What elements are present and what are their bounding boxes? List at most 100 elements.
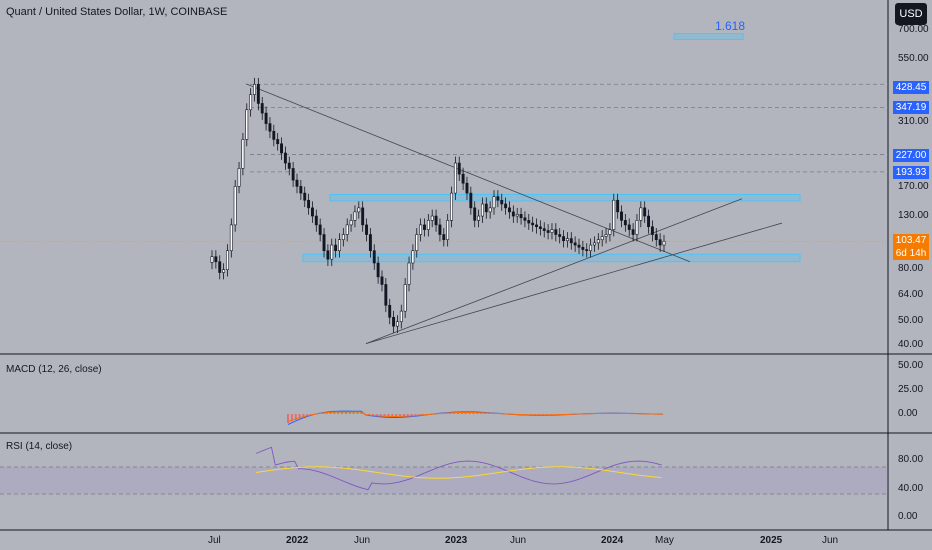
macd-histogram-bar	[468, 412, 471, 414]
time-tick-label: Jun	[354, 535, 371, 546]
time-tick-label: 2022	[286, 535, 309, 546]
candle-body	[214, 256, 218, 263]
candle-body	[430, 215, 434, 221]
candle-body	[283, 152, 287, 164]
fib-label: 1.618	[715, 19, 746, 33]
macd-tick-label: 0.00	[898, 408, 918, 419]
price-tick-label: 64.00	[898, 289, 924, 300]
price-tick-label: 130.00	[898, 210, 929, 221]
candle-body	[326, 250, 330, 260]
candle-body	[600, 236, 604, 240]
candle-body	[438, 224, 442, 235]
price-tick-label: 40.00	[898, 339, 924, 350]
candle-body	[372, 250, 376, 264]
candle-body	[272, 130, 276, 140]
candle-body	[623, 220, 627, 226]
candle-body	[442, 234, 446, 240]
candle-body	[531, 222, 535, 226]
candle-body	[562, 236, 566, 242]
price-tick-label: 550.00	[898, 53, 929, 64]
macd-histogram-bar	[402, 414, 405, 417]
candle-body	[310, 207, 314, 217]
macd-histogram-bar	[472, 412, 475, 414]
candle-body	[318, 224, 322, 235]
candle-body	[500, 199, 504, 205]
macd-histogram-bar	[341, 411, 344, 414]
macd-histogram-bar	[344, 411, 347, 414]
candle-body	[291, 168, 295, 181]
macd-histogram-bar	[414, 414, 417, 416]
price-tag: 428.45	[893, 81, 929, 94]
candle-body	[527, 220, 531, 224]
macd-histogram-bar	[395, 414, 398, 417]
candle-body	[569, 238, 573, 244]
price-tick-label: 50.00	[898, 315, 924, 326]
macd-histogram-bar	[298, 414, 301, 419]
macd-histogram-bar	[375, 414, 378, 417]
candle-body	[218, 261, 222, 273]
macd-histogram-bar	[387, 414, 390, 417]
candle-body	[658, 239, 662, 246]
candle-body	[558, 234, 562, 237]
candle-body	[260, 103, 264, 114]
price-tick-label: 170.00	[898, 181, 929, 192]
candle-body	[330, 244, 334, 260]
time-tick-label: 2025	[760, 535, 783, 546]
rsi-label: RSI (14, close)	[6, 441, 73, 452]
candle-body	[341, 234, 345, 240]
rsi-tick-label: 0.00	[898, 511, 918, 522]
candle-body	[496, 196, 500, 201]
candle-body	[469, 192, 473, 209]
candle-body	[399, 310, 403, 322]
candle-body	[453, 162, 457, 194]
candle-body	[388, 304, 392, 318]
time-tick-label: Jul	[208, 535, 221, 546]
candle-body	[411, 250, 415, 264]
macd-histogram-bar	[325, 412, 328, 414]
candle-body	[650, 226, 654, 235]
candle-body	[523, 217, 527, 221]
trendline	[365, 198, 743, 344]
candle-body	[515, 214, 519, 217]
candle-body	[415, 234, 419, 252]
macd-label: MACD (12, 26, close)	[6, 364, 102, 375]
candle-body	[461, 173, 465, 184]
range-box	[329, 193, 801, 202]
candle-body	[268, 123, 272, 132]
macd-histogram-bar	[371, 414, 374, 416]
macd-tick-label: 25.00	[898, 384, 924, 395]
macd-histogram-bar	[337, 411, 340, 414]
candle-body	[237, 168, 241, 187]
macd-histogram-bar	[399, 414, 402, 417]
candle-body	[368, 234, 372, 252]
candle-body	[612, 199, 616, 230]
macd-tick-label: 50.00	[898, 360, 924, 371]
candle-body	[241, 139, 245, 169]
candle-body	[353, 211, 357, 221]
macd-histogram-bar	[379, 414, 382, 417]
price-tag: 6d 14h	[893, 247, 929, 260]
macd-histogram-bar	[480, 412, 483, 414]
candle-body	[585, 249, 589, 252]
macd-histogram-bar	[356, 411, 359, 414]
candle-body	[546, 230, 550, 233]
currency-button[interactable]: USD	[895, 3, 927, 25]
macd-histogram-bar	[302, 414, 305, 418]
candle-body	[450, 192, 453, 221]
candle-body	[508, 207, 511, 213]
macd-histogram-bar	[410, 414, 413, 417]
candle-body	[222, 269, 226, 273]
macd-histogram-bar	[333, 411, 336, 414]
candle-body	[550, 229, 554, 233]
candle-body	[403, 284, 407, 312]
candle-body	[631, 229, 635, 235]
candle-body	[349, 220, 353, 226]
range-box	[302, 253, 801, 263]
candle-body	[287, 162, 291, 169]
macd-histogram-bar	[290, 414, 293, 422]
candle-body	[519, 214, 523, 219]
candle-body	[511, 211, 515, 217]
candle-body	[256, 84, 260, 104]
macd-histogram-bar	[352, 411, 355, 414]
